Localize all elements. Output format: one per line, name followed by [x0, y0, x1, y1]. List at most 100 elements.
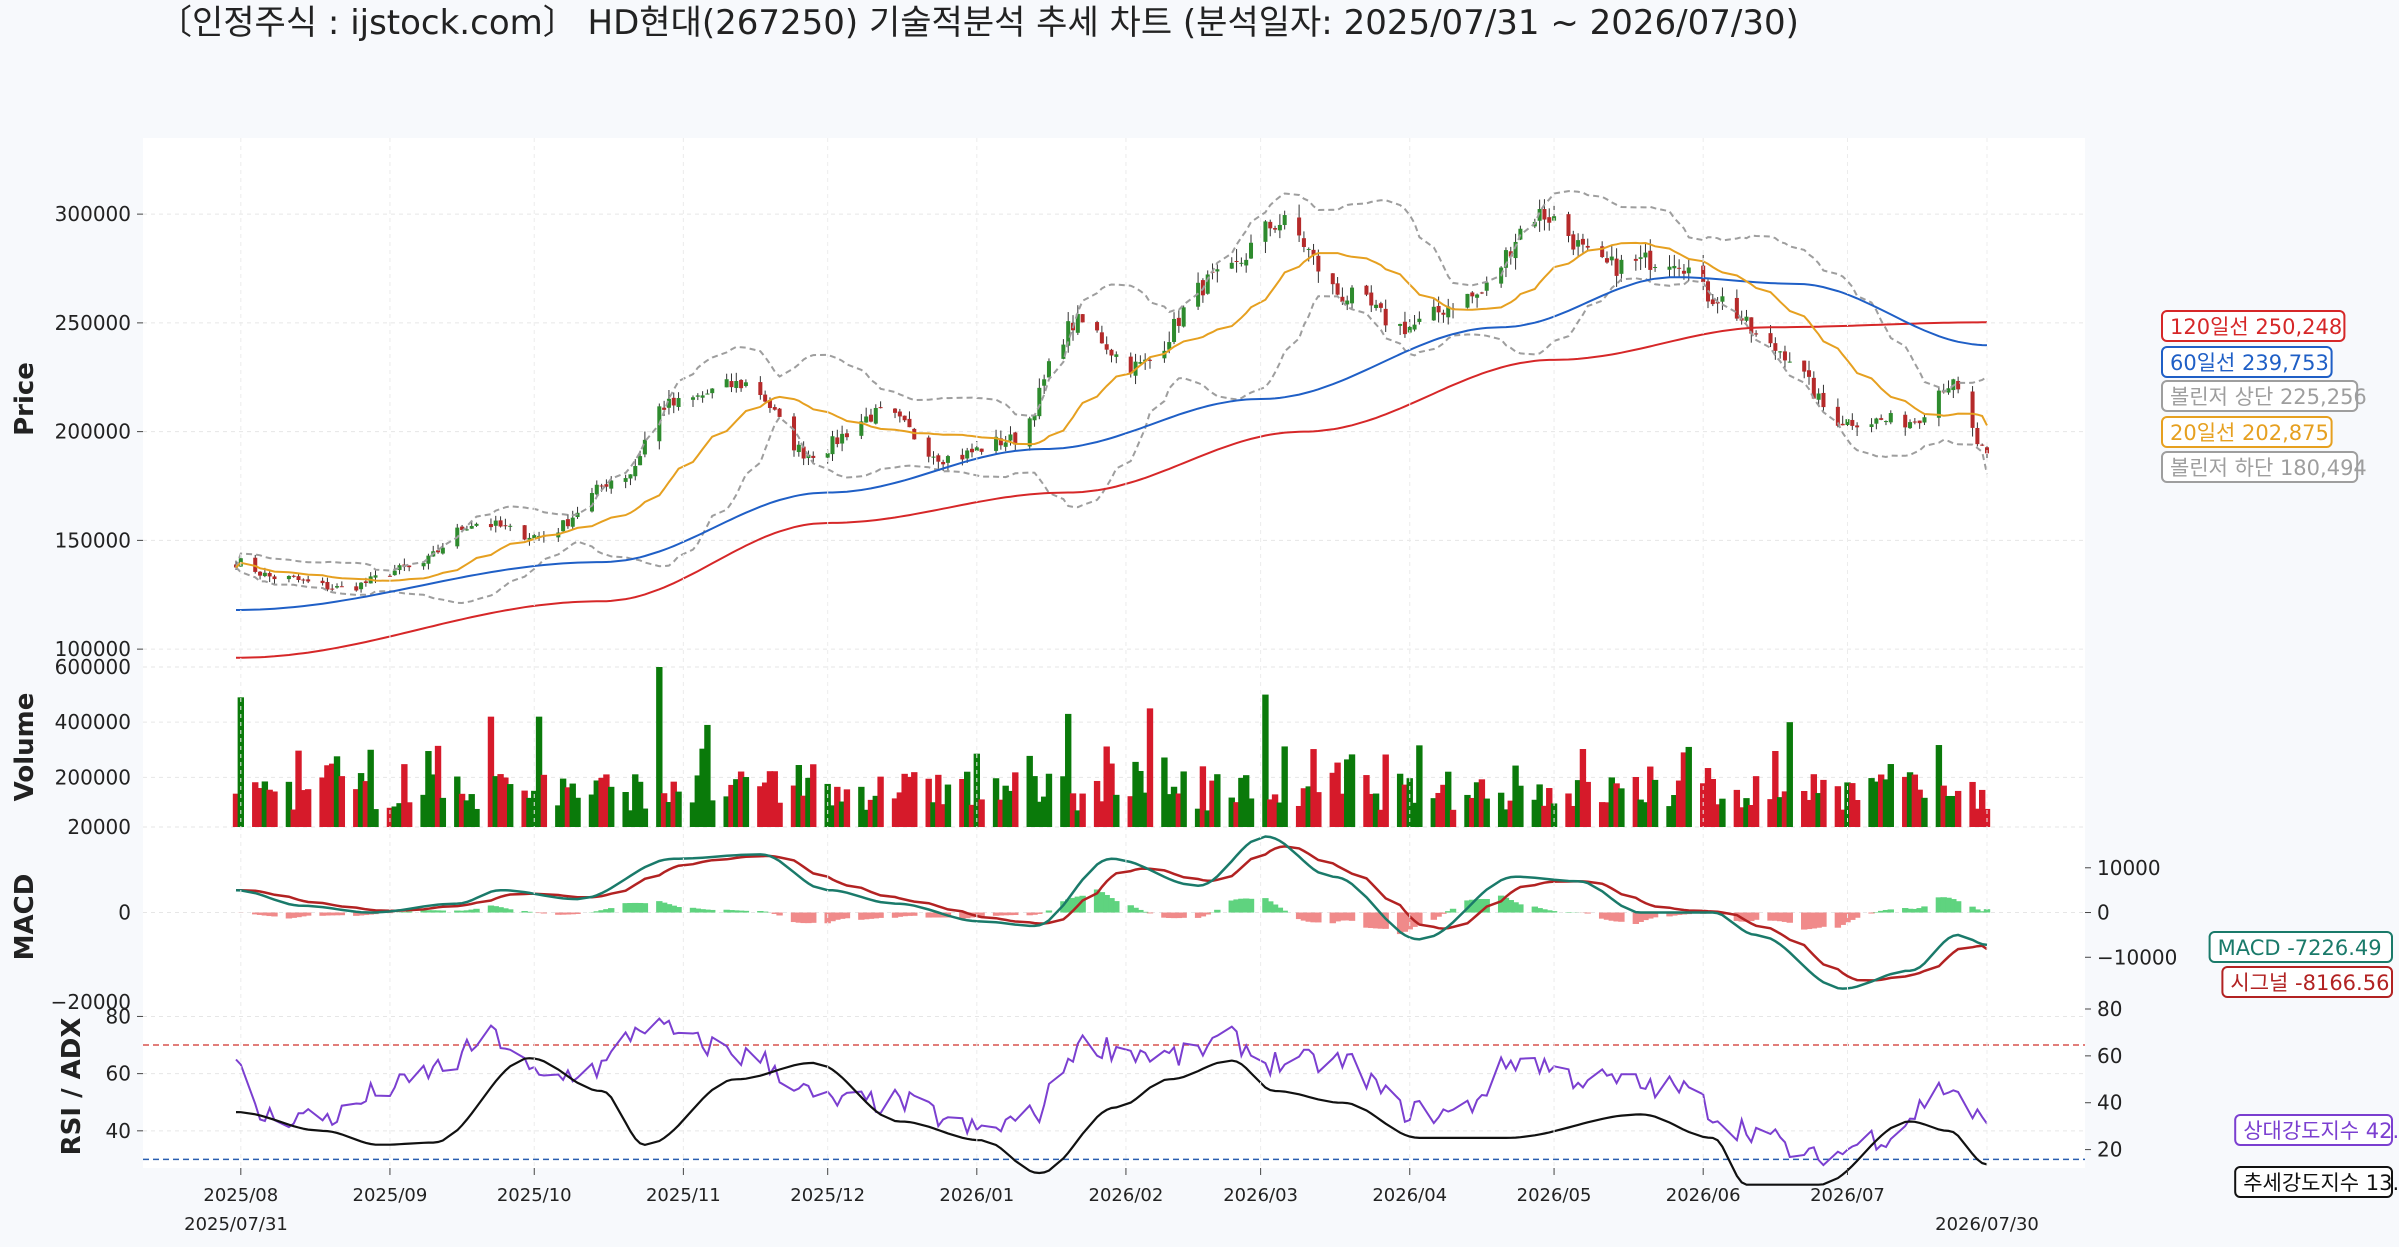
- volume-bar-2026/02/25: [1238, 777, 1245, 827]
- macd-histogram-bar-2026/05/12: [1603, 912, 1611, 920]
- candle-2026/03/09: [1297, 217, 1302, 236]
- macd-histogram-bar-2026/04/01: [1406, 912, 1413, 930]
- candle-2026/04/01: [1407, 326, 1412, 333]
- candle-2026/01/27: [1099, 332, 1104, 344]
- volume-tick-label: 600000: [55, 655, 131, 679]
- macd-histogram-bar-2026/04/03: [1416, 912, 1423, 925]
- macd-histogram-bar-2026/02/06: [1146, 912, 1154, 914]
- volume-bar-2025/10/27: [656, 667, 663, 827]
- volume-bar-2025/09/09: [425, 751, 432, 827]
- candle-2026/02/11: [1172, 318, 1177, 342]
- x-tick-label: 2026/06: [1666, 1185, 1741, 1206]
- candle-2026/05/05: [1571, 234, 1576, 250]
- macd-histogram-bar-2026/01/20: [1065, 899, 1072, 913]
- macd-histogram-bar-2026/03/31: [1401, 912, 1409, 932]
- candle-2025/12/01: [825, 453, 830, 458]
- volume-bar-2026/07/17: [1921, 797, 1928, 827]
- candle-2025/11/19: [767, 400, 772, 408]
- candle-2025/08/29: [373, 575, 378, 578]
- macd-histogram-bar-2026/03/02: [1262, 898, 1269, 913]
- candle-2025/09/08: [421, 562, 426, 567]
- volume-bar-2026/06/15: [1767, 799, 1774, 827]
- volume-bar-2025/08/07: [266, 789, 273, 827]
- macd-histogram-bar-2026/02/11: [1170, 912, 1178, 919]
- macd-histogram-bar-2025/09/25: [502, 908, 509, 913]
- candle-2026/05/04: [1566, 214, 1571, 236]
- candle-2025/10/01: [532, 535, 537, 539]
- volume-bar-2026/01/19: [1060, 776, 1067, 827]
- macd-histogram-bar-2026/03/05: [1276, 907, 1284, 913]
- volume-bar-2025/11/07: [709, 800, 716, 827]
- macd-histogram-bar-2026/04/21: [1502, 897, 1510, 913]
- candle-2026/01/20: [1066, 321, 1071, 346]
- macd-histogram-bar-2026/02/23: [1228, 900, 1235, 913]
- macd-histogram-bar-2025/09/30: [526, 911, 533, 913]
- macd-histogram-bar-2025/12/16: [896, 912, 904, 917]
- volume-bar-2025/09/26: [507, 784, 514, 827]
- candle-2026/01/05: [994, 436, 999, 451]
- candle-2026/05/21: [1648, 250, 1653, 270]
- volume-bar-2025/11/13: [737, 771, 745, 827]
- candle-2026/04/28: [1537, 209, 1542, 221]
- macd-histogram-bar-2026/01/26: [1093, 889, 1101, 913]
- candle-2025/10/28: [662, 407, 667, 410]
- macd-histogram-bar-2026/07/20: [1935, 897, 1943, 913]
- candle-2026/03/24: [1369, 292, 1374, 306]
- candle-2026/04/23: [1513, 241, 1518, 259]
- volume-bar-2026/02/04: [1137, 770, 1144, 827]
- macd-histogram-bar-2026/01/02: [978, 912, 985, 917]
- candle-2026/07/02: [1850, 419, 1855, 426]
- candle-2025/12/25: [941, 461, 946, 465]
- volume-bar-2026/01/20: [1065, 713, 1072, 827]
- volume-bar-2026/04/28: [1536, 784, 1543, 827]
- macd-histogram-bar-2026/04/10: [1449, 908, 1457, 913]
- volume-bar-2026/01/26: [1093, 780, 1101, 827]
- candle-2025/12/02: [830, 436, 835, 455]
- candle-2026/02/12: [1176, 317, 1181, 326]
- candle-2026/06/12: [1754, 333, 1759, 335]
- candle-2026/05/19: [1638, 257, 1643, 259]
- x-start-date-label: 2025/07/31: [184, 1214, 288, 1235]
- candle-2026/05/06: [1576, 240, 1581, 247]
- volume-bar-2025/10/21: [627, 810, 634, 827]
- candle-2025/08/22: [339, 586, 344, 588]
- volume-bar-2026/02/10: [1166, 794, 1173, 827]
- candle-2025/12/19: [912, 428, 917, 440]
- candle-2026/04/13: [1465, 293, 1470, 308]
- volume-bar-2026/06/19: [1786, 722, 1793, 827]
- candle-2026/06/23: [1807, 370, 1812, 377]
- macd-histogram-bar-2026/03/09: [1295, 912, 1303, 920]
- macd-histogram-bar-2026/06/25: [1815, 912, 1822, 928]
- macd-histogram-bar-2025/11/13: [737, 910, 745, 913]
- volume-tick-label: 20000: [67, 815, 131, 839]
- candle-2025/08/07: [267, 573, 272, 577]
- volume-bar-2026/02/05: [1141, 792, 1149, 827]
- legend-adx-box: [2234, 1166, 2393, 1198]
- legend-bollinger-upper-box: [2161, 380, 2359, 412]
- candle-2026/03/23: [1364, 285, 1369, 295]
- volume-bar-2025/08/13: [295, 750, 302, 827]
- volume-bar-2026/04/17: [1483, 798, 1490, 827]
- candle-2025/10/31: [676, 398, 681, 407]
- candle-2026/05/20: [1643, 252, 1648, 258]
- candle-2026/06/10: [1744, 316, 1749, 321]
- candle-2026/07/28: [1975, 427, 1980, 445]
- macd-histogram-bar-2026/05/08: [1584, 912, 1591, 914]
- candle-2026/06/16: [1773, 343, 1778, 351]
- candle-2026/04/17: [1484, 282, 1489, 291]
- macd-histogram-bar-2025/11/14: [742, 910, 750, 913]
- candle-2025/10/13: [589, 493, 594, 512]
- volume-bar-2026/07/10: [1887, 764, 1894, 827]
- macd-histogram-bar-2026/01/09: [1012, 912, 1019, 916]
- macd-histogram-bar-2025/12/09: [862, 912, 870, 920]
- volume-bar-2025/11/25: [795, 765, 803, 827]
- macd-histogram-bar-2025/09/11: [434, 910, 442, 913]
- macd-histogram-bar-2026/06/08: [1733, 912, 1741, 921]
- macd-histogram-bar-2026/03/18: [1339, 912, 1346, 921]
- candle-2026/05/29: [1686, 267, 1691, 274]
- adx-line: [235, 1057, 1988, 1186]
- candle-2026/02/23: [1229, 262, 1234, 269]
- volume-bar-2026/05/19: [1637, 799, 1644, 827]
- macd-histogram-bar-2025/11/21: [776, 912, 783, 916]
